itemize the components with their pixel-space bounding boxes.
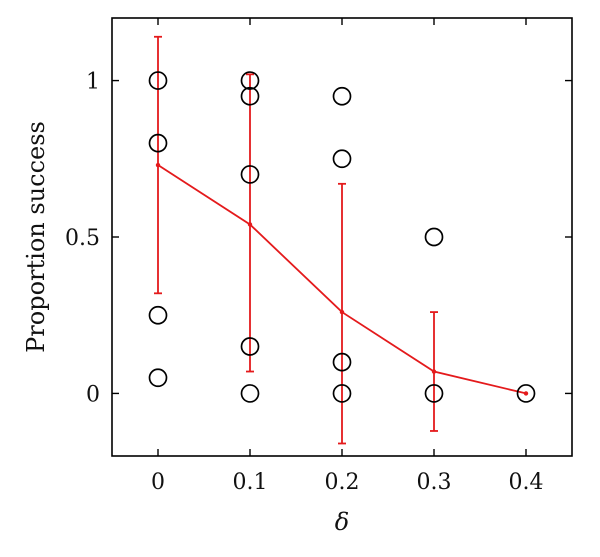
- y-tick-label: 0.5: [65, 226, 100, 251]
- x-tick-label: 0.4: [509, 470, 544, 495]
- mean-point: [431, 369, 437, 374]
- data-point: [148, 368, 168, 388]
- mean-point: [523, 391, 529, 396]
- data-point: [148, 71, 168, 90]
- mean-point: [339, 309, 345, 315]
- x-axis: 0 0.1 0.2 0.3 0.4: [151, 18, 544, 495]
- data-point: [332, 86, 352, 106]
- data-point: [424, 384, 444, 403]
- data-point: [516, 384, 536, 403]
- x-tick-label: 0.2: [325, 470, 360, 495]
- mean-point: [247, 222, 253, 227]
- data-point: [332, 384, 352, 403]
- data-point: [240, 86, 260, 106]
- data-point: [148, 305, 168, 325]
- y-axis-title: Proportion success: [22, 121, 50, 353]
- data-point: [424, 227, 444, 247]
- x-tick-label: 0: [151, 470, 165, 495]
- data-point: [332, 352, 352, 372]
- mean-point: [155, 162, 161, 168]
- x-tick-label: 0.1: [233, 470, 268, 495]
- y-tick-label: 0: [86, 382, 100, 407]
- y-axis: 00.51: [65, 70, 572, 407]
- data-point: [240, 165, 260, 184]
- mean-series: [154, 35, 529, 445]
- data-point: [332, 149, 352, 169]
- y-tick-label: 1: [86, 70, 100, 95]
- x-axis-title: δ: [335, 508, 349, 536]
- data-point: [240, 337, 260, 356]
- data-point: [240, 384, 260, 403]
- points-series: [148, 71, 536, 403]
- x-tick-label: 0.3: [417, 470, 452, 495]
- data-point: [240, 71, 260, 90]
- data-point: [148, 133, 168, 153]
